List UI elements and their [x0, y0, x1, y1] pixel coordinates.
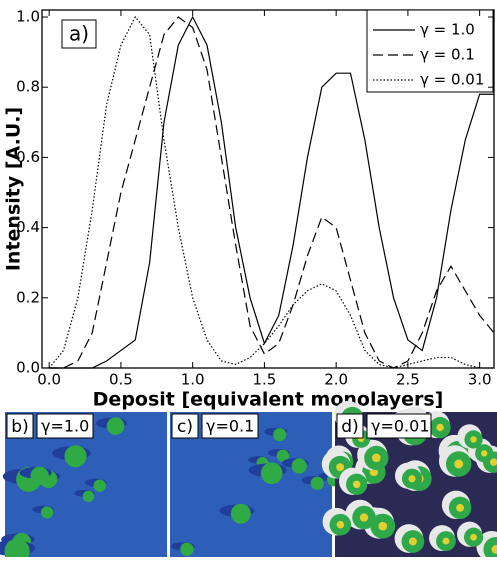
annotation: a)	[69, 22, 89, 46]
panel-island	[106, 417, 125, 435]
panel-caption-box	[36, 413, 94, 439]
x-tick-label: 2.0	[324, 371, 348, 389]
panel-caption: γ=0.01	[371, 417, 430, 436]
panel-core	[372, 453, 381, 463]
panel-island	[276, 449, 290, 462]
panel-label: b)	[11, 417, 28, 437]
legend-label: γ = 0.1	[420, 46, 475, 64]
panel-core	[456, 503, 465, 512]
panel-core	[481, 450, 488, 457]
annotation-box	[61, 19, 97, 49]
panel-core	[442, 537, 450, 545]
legend-label: γ = 1.0	[420, 21, 475, 39]
panel-core	[359, 513, 369, 522]
panel-label: c)	[177, 417, 193, 437]
panel-core	[454, 459, 464, 469]
y-tick-label: 0.6	[16, 148, 40, 166]
panel-core	[436, 423, 444, 432]
x-tick-label: 3.0	[468, 371, 492, 389]
panel-label-box	[171, 413, 199, 439]
legend-box	[366, 9, 494, 93]
panel-core	[408, 475, 416, 483]
panel-label-box	[336, 413, 364, 439]
panel-island	[291, 458, 307, 474]
legend-label: γ = 0.01	[420, 71, 484, 89]
panel-island	[64, 445, 87, 468]
panel-caption: γ=1.0	[41, 417, 89, 436]
panel-island	[93, 479, 106, 492]
y-tick-label: 0.0	[16, 359, 40, 377]
panel-island	[4, 538, 30, 561]
panel-island	[30, 466, 49, 485]
panel-label: d)	[341, 417, 358, 437]
panel-core	[470, 533, 477, 541]
panel-island	[41, 506, 54, 519]
x-axis-label: Deposit [equivalent monolayers]	[93, 389, 444, 411]
panel-core	[491, 545, 497, 554]
panel-core	[378, 521, 388, 531]
plot-frame	[41, 9, 495, 369]
panel-label-box	[6, 413, 34, 439]
series-line	[49, 15, 494, 369]
x-tick-label: 0.5	[109, 371, 133, 389]
panel-island	[483, 536, 497, 561]
image-panel: c) γ=0.1	[170, 412, 342, 557]
panel-core	[352, 480, 361, 489]
panel-caption-box	[366, 413, 432, 439]
panel-island	[180, 542, 194, 557]
panel-core	[408, 537, 417, 546]
x-tick-label: 0.0	[37, 371, 61, 389]
panel-island	[260, 462, 283, 485]
panel-caption: γ=0.1	[206, 417, 254, 436]
x-tick-label: 1.0	[181, 371, 205, 389]
panel-core	[470, 436, 477, 443]
image-panel: d) γ=0.01	[321, 400, 497, 561]
y-axis-label: Intensity [A.U.]	[3, 107, 25, 271]
y-tick-label: 1.0	[16, 8, 40, 26]
x-tick-label: 2.5	[396, 371, 420, 389]
panel-caption-box	[201, 413, 259, 439]
panel-core	[489, 458, 497, 466]
panel-island	[82, 490, 95, 503]
image-panel: b) γ=1.0	[0, 412, 167, 561]
x-tick-label: 1.5	[252, 371, 276, 389]
panel-core	[336, 520, 345, 529]
y-tick-label: 0.8	[16, 78, 40, 96]
y-tick-label: 0.2	[16, 288, 40, 306]
panel-island	[310, 476, 324, 490]
y-tick-label: 0.4	[16, 218, 40, 236]
panel-island	[230, 503, 251, 524]
panel-core	[336, 463, 345, 472]
series-line	[49, 16, 495, 369]
panel-island	[273, 428, 287, 442]
